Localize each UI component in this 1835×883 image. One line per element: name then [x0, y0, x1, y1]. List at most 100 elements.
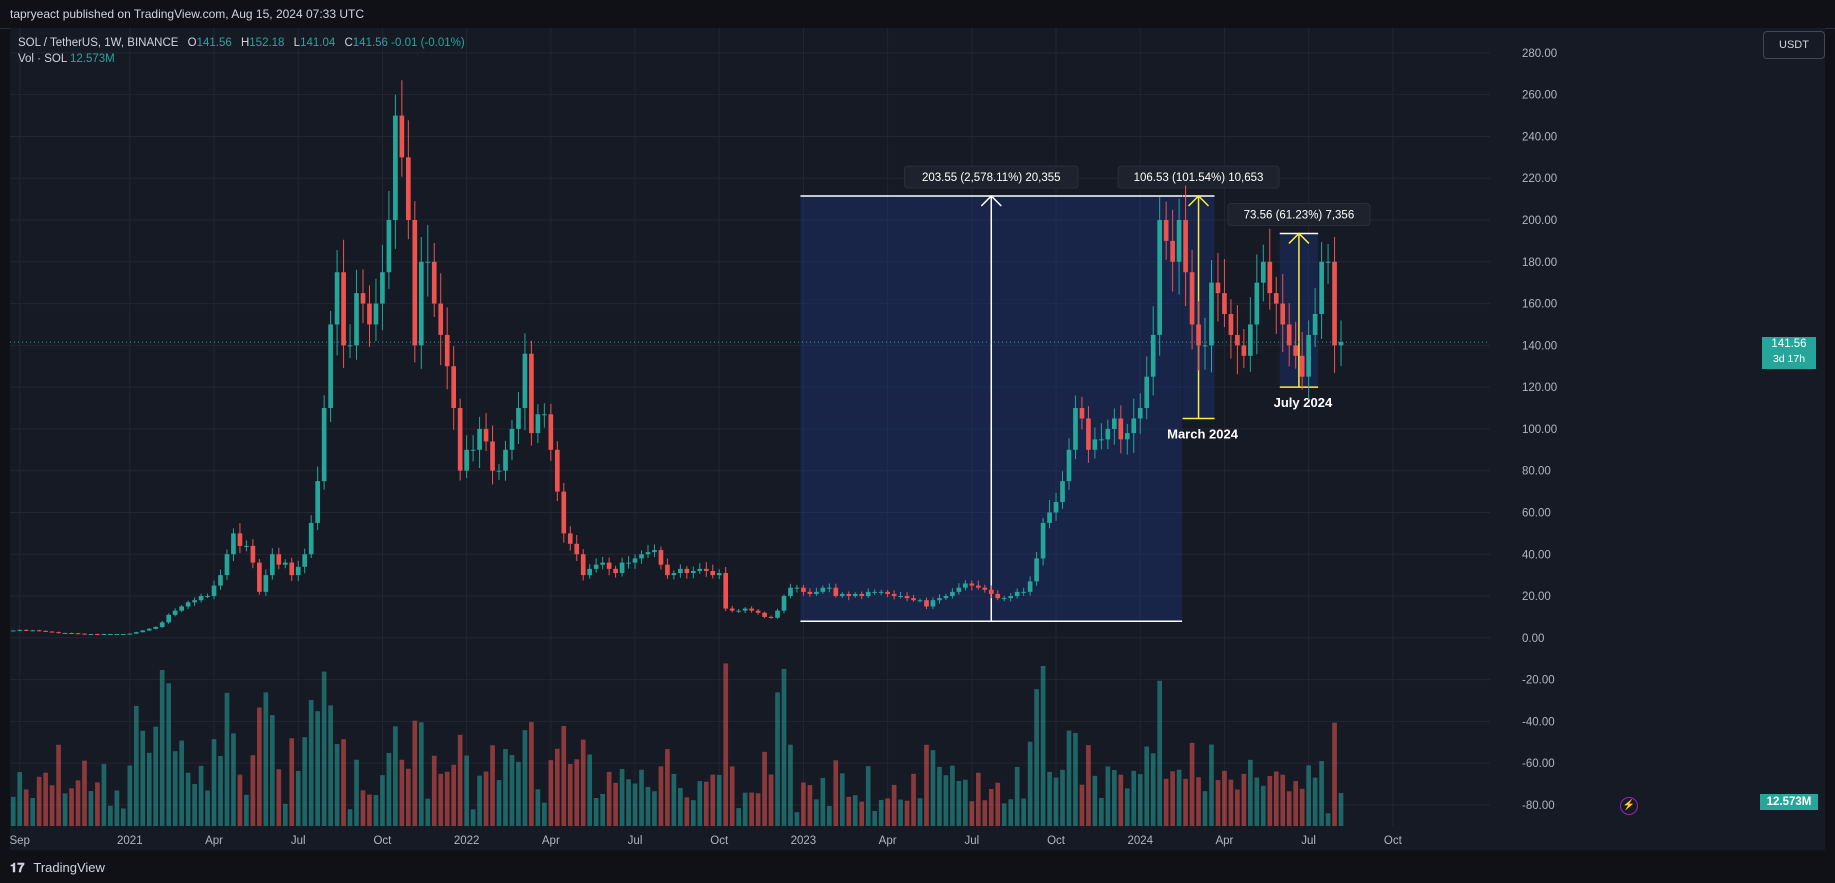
- y-tick-label: 100.00: [1522, 424, 1557, 436]
- candle-body: [846, 593, 852, 597]
- candle-body: [127, 633, 133, 635]
- volume-row: Vol · SOL 12.573M: [18, 51, 465, 67]
- x-tick-label: Apr: [1215, 835, 1233, 847]
- candle-body: [1176, 220, 1182, 262]
- volume-bar: [43, 772, 48, 826]
- candle-body: [885, 591, 890, 594]
- y-axis: 280.00 260.00 240.00 220.00 200.00 180.00 160.…: [1522, 48, 1557, 812]
- candle-body: [956, 587, 962, 592]
- volume-bar: [703, 781, 709, 826]
- candle-body: [108, 634, 113, 636]
- candle-body: [1222, 293, 1227, 315]
- candle-body: [373, 303, 379, 325]
- volume-bar: [1137, 774, 1143, 826]
- candle-body: [652, 550, 657, 553]
- candle-body: [742, 608, 748, 611]
- volume-bar: [1157, 680, 1163, 826]
- candle-body: [1047, 512, 1052, 523]
- volume-bar: [88, 790, 94, 826]
- x-tick-label: Jul: [291, 835, 306, 847]
- volume-bar: [399, 759, 405, 826]
- candle-body: [159, 622, 165, 627]
- candle-body: [1034, 558, 1039, 582]
- volume-bar: [807, 785, 813, 826]
- lightning-icon[interactable]: ⚡: [1620, 797, 1638, 815]
- symbol-name[interactable]: SOL / TetherUS, 1W, BINANCE: [18, 37, 179, 49]
- candle-body: [237, 533, 243, 546]
- volume-bar: [1040, 665, 1046, 826]
- change-value: -0.01 (-0.01%): [391, 37, 465, 49]
- volume-bar: [820, 777, 826, 826]
- volume-bar: [988, 788, 994, 826]
- candle-body: [1286, 324, 1292, 346]
- volume-bar: [917, 798, 923, 826]
- chart-pane[interactable]: 280.00 260.00 240.00 220.00 200.00 180.00 160.…: [10, 28, 1825, 850]
- candle-body: [690, 570, 696, 574]
- volume-bar: [451, 764, 457, 826]
- candle-body: [289, 562, 295, 576]
- candle-body: [1312, 314, 1318, 335]
- volume-bar: [1183, 778, 1188, 826]
- volume-bar: [179, 740, 184, 826]
- currency-button[interactable]: USDT: [1763, 31, 1825, 59]
- candle-body: [36, 630, 42, 632]
- volume-bar: [975, 772, 981, 826]
- low-label: L: [293, 37, 301, 49]
- candle-body: [451, 366, 457, 409]
- candle-body: [1338, 342, 1344, 346]
- volume-bar: [114, 790, 120, 826]
- candle-body: [1273, 293, 1279, 304]
- range-label: 203.55 (2,578.11%) 20,355: [922, 172, 1061, 184]
- volume-bar: [127, 765, 133, 826]
- candlestick-chart[interactable]: 280.00 260.00 240.00 220.00 200.00 180.00 160.…: [10, 28, 1825, 850]
- candle-body: [464, 449, 469, 471]
- volume-bar: [839, 773, 845, 826]
- y-tick-label: 20.00: [1522, 591, 1551, 603]
- candle-body: [671, 573, 677, 576]
- volume-bar: [522, 730, 528, 826]
- volume-bar: [1099, 797, 1104, 826]
- volume-bar: [1338, 793, 1344, 826]
- x-tick-label: 2022: [454, 835, 480, 847]
- candle-body: [600, 562, 605, 565]
- x-tick-label: Apr: [542, 835, 560, 847]
- volume-bar: [237, 774, 243, 826]
- candle-body: [1027, 581, 1033, 592]
- volume-bar: [205, 790, 210, 826]
- volume-bar: [269, 715, 275, 826]
- volume-bar: [548, 760, 554, 826]
- candle-body: [781, 596, 787, 611]
- candle-body: [613, 568, 618, 574]
- range-arrow-head: [1288, 232, 1310, 244]
- candle-body: [295, 566, 301, 576]
- y-tick-label: -20.00: [1522, 675, 1555, 687]
- candle-body: [276, 554, 282, 565]
- volume-bar: [684, 797, 690, 826]
- volume-bar: [425, 798, 431, 826]
- volume-bar: [1202, 791, 1208, 826]
- volume-bar: [852, 795, 858, 826]
- candle-body: [658, 550, 664, 565]
- volume-bar: [1073, 733, 1078, 826]
- candle-body: [347, 345, 353, 347]
- candle-body: [1299, 355, 1305, 377]
- volume-bar: [393, 726, 398, 826]
- volume-bar: [1209, 744, 1214, 826]
- candle-body: [1073, 408, 1078, 450]
- candle-body: [179, 606, 184, 611]
- candle-body: [561, 491, 567, 534]
- candle-body: [1124, 433, 1130, 440]
- y-tick-label: 240.00: [1522, 131, 1557, 143]
- volume-bar: [846, 796, 852, 826]
- candle-body: [619, 562, 625, 574]
- volume-bar: [1001, 803, 1007, 826]
- open-label: O: [187, 37, 197, 49]
- volume-bar: [1222, 770, 1227, 826]
- volume-bar: [1215, 780, 1221, 826]
- candle-body: [937, 598, 942, 601]
- tradingview-brand[interactable]: 𝟏𝟕 TradingView: [10, 860, 105, 876]
- volume-label[interactable]: Vol · SOL: [18, 53, 67, 65]
- volume-bar: [367, 794, 372, 826]
- candle-body: [1319, 261, 1324, 315]
- volume-bar: [781, 668, 787, 826]
